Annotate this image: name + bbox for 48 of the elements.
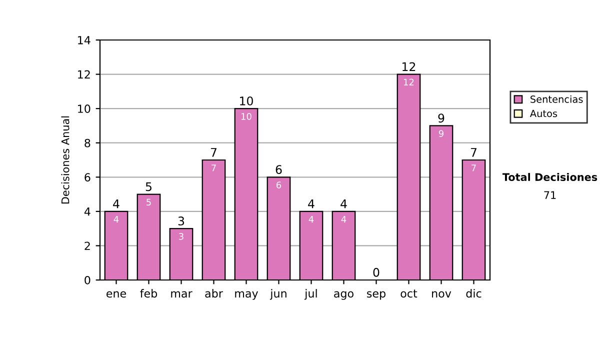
data-label: 6 xyxy=(276,182,282,188)
x-tick-label: ene xyxy=(106,291,126,298)
data-label: 5 xyxy=(146,198,151,206)
total-label: 6 xyxy=(276,165,282,174)
x-tick-label: sep xyxy=(367,291,386,300)
text: 71 xyxy=(544,191,556,199)
y-axis-title: Decisiones Anual xyxy=(61,116,70,204)
x-tick-label: nov xyxy=(432,291,452,298)
y-tick-label: 8 xyxy=(84,138,90,148)
data-label: 3 xyxy=(179,233,184,240)
legend-label: Autos xyxy=(530,110,558,118)
total-label: 12 xyxy=(402,62,416,71)
data-label: 10 xyxy=(242,113,252,120)
legend-label: Sentencias xyxy=(530,95,583,103)
total-label: 4 xyxy=(113,200,120,208)
data-label: 7 xyxy=(472,164,476,172)
text: Total Decisiones xyxy=(502,172,598,182)
y-tick-label: 6 xyxy=(84,173,90,182)
data-label: 7 xyxy=(212,164,216,172)
x-tick-label: abr xyxy=(205,289,223,298)
y-tick-label: 10 xyxy=(78,104,90,113)
x-tick-label: feb xyxy=(140,289,158,298)
y-tick-label: 2 xyxy=(84,242,90,250)
y-tick-label: 4 xyxy=(84,208,90,216)
data-label: 4 xyxy=(308,216,314,223)
x-tick-label: ago xyxy=(334,291,354,300)
data-label: 9 xyxy=(438,130,444,137)
total-label: 3 xyxy=(178,216,184,226)
y-tick-label: 0 xyxy=(84,276,90,284)
x-tick-label: jul xyxy=(304,289,317,300)
y-tick-label: 12 xyxy=(78,70,90,79)
total-label: 7 xyxy=(470,148,476,157)
x-tick-label: dic xyxy=(466,289,482,298)
total-label: 9 xyxy=(438,114,444,123)
x-tick-label: mar xyxy=(171,291,192,298)
x-tick-label: may xyxy=(235,291,258,300)
total-label: 7 xyxy=(210,148,216,157)
x-tick-label: jun xyxy=(270,289,286,300)
x-tick-label: oct xyxy=(400,290,418,298)
y-tick-label: 14 xyxy=(78,36,90,44)
total-label: 4 xyxy=(340,200,347,208)
data-label: 4 xyxy=(114,216,119,223)
data-label: 4 xyxy=(341,216,346,223)
total-label: 4 xyxy=(308,200,314,208)
total-label: 0 xyxy=(373,268,380,277)
data-label: 12 xyxy=(404,78,414,86)
total-label: 10 xyxy=(240,96,253,106)
total-label: 5 xyxy=(146,182,152,192)
